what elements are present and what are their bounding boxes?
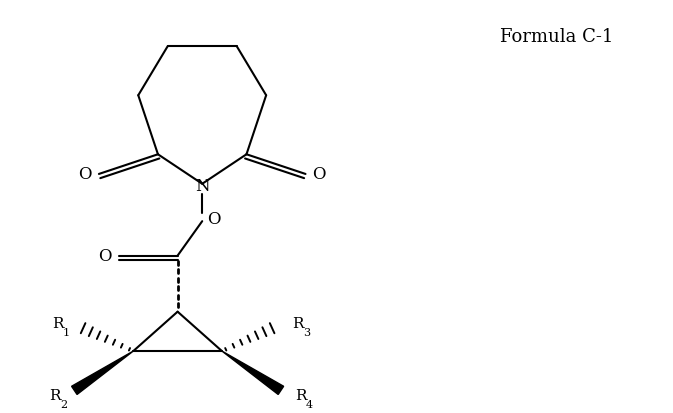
Text: 4: 4 <box>306 399 313 409</box>
Text: R: R <box>49 388 61 402</box>
Text: Formula C-1: Formula C-1 <box>499 28 613 46</box>
Text: O: O <box>312 166 326 183</box>
Text: O: O <box>207 210 221 227</box>
Text: O: O <box>98 247 112 264</box>
Text: 2: 2 <box>60 399 67 409</box>
Polygon shape <box>222 351 283 394</box>
Text: R: R <box>292 317 304 331</box>
Text: 3: 3 <box>303 328 310 337</box>
Text: R: R <box>295 388 306 402</box>
Text: O: O <box>78 166 92 183</box>
Polygon shape <box>71 351 133 394</box>
Text: 1: 1 <box>63 328 70 337</box>
Text: N: N <box>195 178 209 195</box>
Text: R: R <box>52 317 63 331</box>
